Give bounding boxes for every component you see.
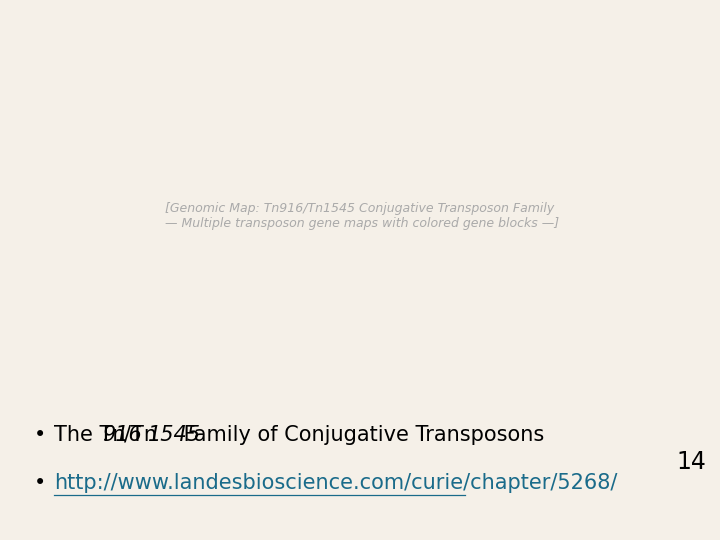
Text: 916: 916 — [102, 424, 142, 445]
Text: http://www.landesbioscience.com/curie/chapter/5268/: http://www.landesbioscience.com/curie/ch… — [54, 473, 617, 494]
Text: Family of Conjugative Transposons: Family of Conjugative Transposons — [177, 424, 544, 445]
Text: •: • — [33, 424, 46, 445]
Text: [Genomic Map: Tn916/Tn1545 Conjugative Transposon Family
 — Multiple transposon : [Genomic Map: Tn916/Tn1545 Conjugative T… — [161, 202, 559, 230]
Text: •: • — [33, 473, 46, 494]
Text: 14: 14 — [676, 450, 706, 474]
Text: /Tn: /Tn — [124, 424, 157, 445]
Text: 1545: 1545 — [148, 424, 201, 445]
Text: The Tn: The Tn — [54, 424, 125, 445]
